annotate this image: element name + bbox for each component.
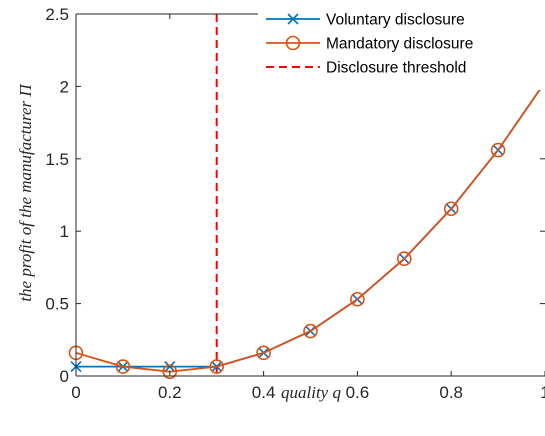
data-point: [396, 251, 412, 267]
x-axis-label: quality q: [281, 383, 341, 402]
data-point: [164, 361, 176, 373]
y-tick-label: 1.5: [45, 150, 69, 169]
y-tick-label: 0.5: [45, 295, 69, 314]
x-tick-label: 1: [540, 383, 545, 402]
data-point: [350, 291, 365, 307]
legend-box: [258, 2, 545, 90]
data-point: [443, 201, 459, 217]
data-point: [256, 345, 271, 361]
ticks-layer: 0 0.2 0.4 0.6 0.8 1 0 0.5 1 1.5 2 2.5: [45, 5, 545, 402]
x-tick-label: 0.6: [346, 383, 370, 402]
data-point: [115, 359, 131, 374]
x-tick-label: 0.8: [439, 383, 463, 402]
legend-label: Voluntary disclosure: [326, 12, 465, 29]
legend-label: Disclosure threshold: [326, 60, 466, 77]
data-point: [162, 364, 178, 379]
x-tick-label: 0.2: [158, 383, 182, 402]
data-point: [490, 142, 506, 158]
legend-mandatory: Mandatory disclosure: [266, 36, 473, 53]
y-axis-label: the profit of the manufacturer Π: [16, 83, 35, 302]
legend-voluntary: Voluntary disclosure: [266, 12, 465, 29]
legend: Voluntary disclosure Mandatory disclosure…: [258, 2, 545, 90]
y-tick-label: 1: [60, 222, 69, 241]
series-mandatory: [68, 74, 545, 379]
y-tick-label: 2: [60, 77, 69, 96]
legend-items: Voluntary disclosure Mandatory disclosure…: [266, 12, 473, 77]
legend-marker: [287, 13, 299, 25]
series-line: [75, 81, 545, 373]
y-tick-label: 2.5: [45, 5, 69, 24]
y-tick-label: 0: [60, 367, 69, 386]
data-point: [303, 323, 318, 339]
x-tick-label: 0: [71, 383, 80, 402]
legend-label: Mandatory disclosure: [326, 36, 473, 53]
data-point: [209, 359, 224, 374]
legend-threshold: Disclosure threshold: [266, 60, 466, 77]
x-tick-label: 0.4: [252, 383, 276, 402]
legend-marker: [285, 35, 301, 51]
